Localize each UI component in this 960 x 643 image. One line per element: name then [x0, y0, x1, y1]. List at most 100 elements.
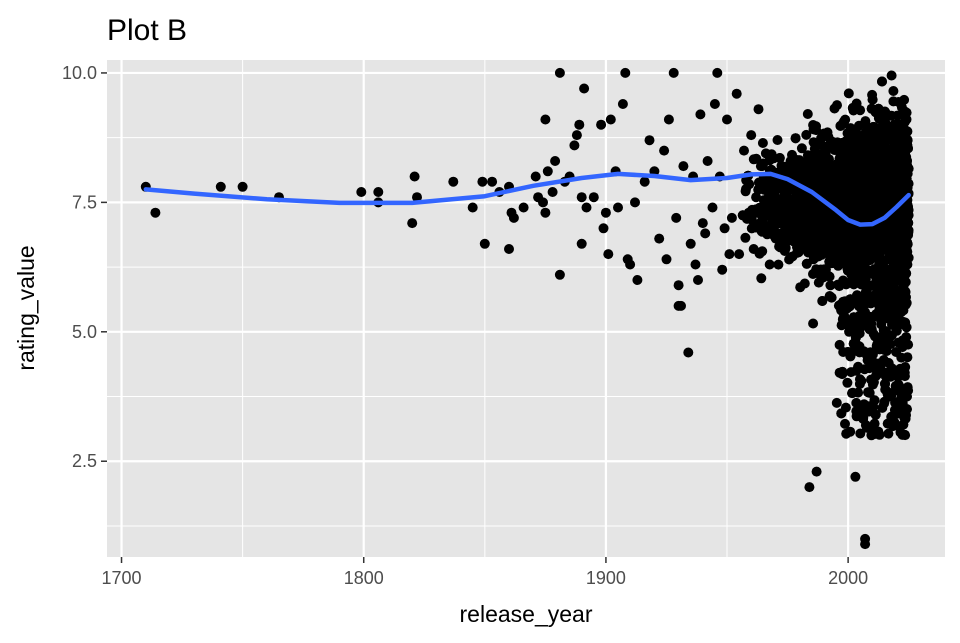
data-point: [685, 238, 696, 249]
data-point: [836, 408, 847, 419]
y-axis-title: rating_value: [13, 245, 39, 370]
data-point: [740, 232, 751, 243]
data-point: [846, 194, 857, 205]
data-point: [795, 200, 806, 211]
data-point: [822, 227, 833, 238]
data-point: [899, 94, 910, 105]
data-point: [448, 176, 459, 187]
data-point: [753, 184, 764, 195]
data-point: [678, 161, 689, 172]
data-point: [844, 266, 855, 277]
data-point: [818, 128, 829, 139]
data-point: [902, 215, 912, 226]
data-point: [676, 300, 686, 311]
data-point: [845, 243, 856, 254]
data-point: [719, 223, 730, 234]
data-point: [850, 277, 861, 287]
data-point: [801, 129, 812, 140]
x-axis: 1700 1800 1900 2000: [102, 557, 868, 588]
data-point: [639, 176, 650, 187]
data-point: [902, 140, 913, 150]
data-point: [897, 237, 907, 248]
data-point: [850, 337, 861, 348]
data-point: [798, 172, 809, 183]
data-point: [867, 379, 878, 390]
data-point: [873, 306, 884, 317]
data-point: [407, 218, 418, 229]
data-point: [860, 274, 871, 285]
data-point: [856, 245, 867, 256]
data-point: [824, 291, 835, 302]
data-point: [808, 150, 818, 161]
data-point: [600, 207, 611, 218]
data-point: [864, 311, 875, 322]
data-point: [890, 284, 901, 295]
data-point: [860, 289, 870, 300]
data-point: [805, 230, 816, 241]
data-point: [896, 393, 907, 404]
data-point: [764, 259, 775, 270]
data-point: [880, 114, 890, 125]
data-point: [869, 295, 879, 306]
data-point: [865, 172, 876, 183]
data-point: [872, 369, 882, 380]
data-point: [853, 361, 864, 372]
data-point: [899, 131, 910, 142]
data-point: [860, 118, 871, 129]
data-point: [864, 405, 875, 416]
y-axis: 2.5 5.0 7.5 10.0: [62, 63, 107, 471]
data-point: [835, 120, 846, 131]
data-point: [576, 192, 587, 203]
data-point: [554, 67, 565, 78]
data-point: [892, 253, 903, 264]
data-point: [700, 228, 711, 239]
data-point: [796, 143, 807, 154]
data-point: [837, 369, 848, 379]
y-tick-label: 7.5: [72, 192, 97, 212]
data-point: [903, 252, 914, 263]
data-point: [840, 418, 850, 429]
x-axis-title: release_year: [460, 601, 593, 627]
data-point: [827, 248, 838, 259]
data-point: [823, 236, 834, 247]
plot-panel: [107, 60, 945, 557]
data-point: [900, 164, 911, 175]
data-point: [373, 187, 384, 197]
data-point: [851, 397, 862, 408]
data-point: [613, 202, 623, 213]
data-point: [837, 314, 848, 325]
data-point: [671, 212, 682, 223]
data-point: [805, 211, 816, 222]
data-point: [754, 248, 765, 259]
data-point: [885, 175, 896, 186]
data-point: [880, 263, 891, 274]
data-point: [886, 391, 896, 402]
data-point: [854, 379, 865, 389]
data-point: [644, 135, 655, 146]
data-point: [881, 148, 892, 159]
data-point: [765, 193, 776, 204]
data-point: [876, 177, 887, 188]
data-point: [850, 471, 861, 482]
data-point: [504, 244, 514, 254]
data-point: [842, 377, 853, 388]
data-point: [872, 339, 883, 350]
data-point: [477, 176, 488, 187]
data-point: [554, 269, 565, 280]
data-point: [707, 202, 718, 213]
data-point: [673, 280, 684, 291]
data-point: [790, 215, 801, 226]
data-point: [879, 344, 890, 355]
data-point: [574, 119, 585, 130]
data-point: [877, 402, 888, 413]
data-point: [846, 141, 857, 152]
data-point: [215, 181, 226, 192]
data-point: [860, 539, 871, 550]
data-point: [540, 114, 551, 125]
data-point: [773, 215, 784, 226]
data-point: [883, 428, 894, 439]
scatter-points: [140, 67, 914, 550]
data-point: [886, 70, 897, 81]
data-point: [603, 249, 614, 260]
